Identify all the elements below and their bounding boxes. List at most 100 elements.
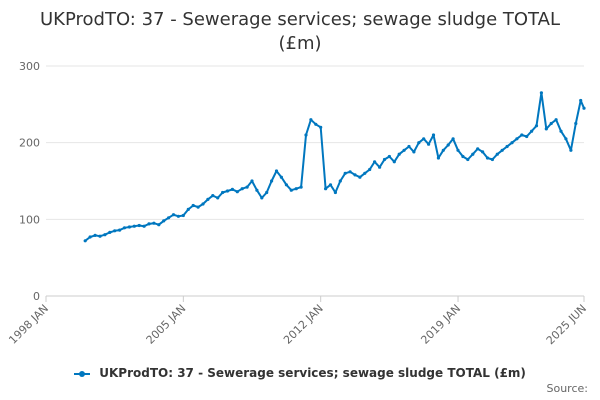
data-point xyxy=(309,118,313,122)
legend-line-marker-icon xyxy=(74,370,91,378)
data-point xyxy=(417,141,421,145)
data-point xyxy=(255,188,259,192)
chart-title: UKProdTO: 37 - Sewerage services; sewage… xyxy=(0,8,600,56)
data-point xyxy=(314,122,318,126)
chart-title-line-1: UKProdTO: 37 - Sewerage services; sewage… xyxy=(40,9,560,30)
data-point xyxy=(387,154,391,159)
data-point xyxy=(304,133,308,137)
data-point xyxy=(373,160,377,164)
data-point xyxy=(549,121,553,126)
data-point xyxy=(147,222,151,226)
data-point xyxy=(392,160,396,164)
data-point xyxy=(206,197,210,201)
data-point xyxy=(451,137,455,141)
y-tick-label: 300 xyxy=(19,60,40,73)
data-point xyxy=(157,223,161,227)
data-point xyxy=(127,225,131,229)
chart-title-line-2: (£m) xyxy=(278,33,322,54)
x-tick-label: 2005 JAN xyxy=(144,302,189,347)
data-point xyxy=(103,233,107,237)
data-point xyxy=(284,183,288,187)
data-point xyxy=(240,187,244,191)
y-tick-label: 0 xyxy=(33,290,40,303)
data-point xyxy=(235,190,239,194)
data-point xyxy=(544,127,548,131)
data-point xyxy=(113,229,117,233)
x-tick-label: 1998 JAN xyxy=(6,302,51,347)
data-point xyxy=(221,190,225,195)
data-point xyxy=(476,147,480,151)
data-point xyxy=(427,142,431,146)
data-point xyxy=(328,183,333,187)
data-point xyxy=(539,91,544,95)
data-point xyxy=(490,157,494,162)
data-point xyxy=(348,170,352,174)
data-point xyxy=(152,221,156,225)
data-point xyxy=(579,98,583,103)
data-point xyxy=(353,173,357,177)
data-point xyxy=(88,235,92,239)
data-point xyxy=(137,223,141,228)
data-point xyxy=(554,118,558,122)
data-point xyxy=(422,137,426,141)
data-point xyxy=(378,165,382,169)
data-point xyxy=(274,169,279,173)
data-point xyxy=(368,167,372,172)
data-point xyxy=(132,224,136,228)
data-point xyxy=(407,144,411,149)
data-point xyxy=(520,133,524,137)
data-point xyxy=(485,156,490,160)
data-point xyxy=(191,203,195,208)
data-point xyxy=(171,213,176,217)
data-point xyxy=(397,152,401,156)
data-point xyxy=(481,150,485,154)
data-point xyxy=(333,190,337,195)
data-point xyxy=(412,150,416,154)
data-point xyxy=(495,152,499,156)
legend-label: UKProdTO: 37 - Sewerage services; sewage… xyxy=(99,366,526,380)
data-point xyxy=(270,179,274,183)
data-point xyxy=(461,154,465,159)
data-point xyxy=(441,148,445,152)
data-point xyxy=(196,205,200,209)
data-point xyxy=(559,129,563,133)
y-tick-label: 100 xyxy=(19,213,40,226)
data-point xyxy=(466,157,470,162)
data-point xyxy=(83,239,87,243)
x-tick-label: 2025 JUN xyxy=(544,302,589,347)
data-point xyxy=(118,228,122,232)
data-point xyxy=(216,196,220,200)
legend[interactable]: UKProdTO: 37 - Sewerage services; sewage… xyxy=(0,366,600,380)
data-point xyxy=(162,219,166,223)
data-point xyxy=(93,233,97,237)
data-point xyxy=(279,175,283,179)
data-point xyxy=(530,129,534,133)
data-point xyxy=(564,137,568,141)
data-point xyxy=(515,137,519,141)
data-point xyxy=(338,179,342,183)
source-label: Source: xyxy=(546,382,589,395)
data-point xyxy=(343,171,347,175)
x-tick-label: 2019 JAN xyxy=(418,302,463,347)
data-point xyxy=(260,196,264,200)
data-point xyxy=(211,194,215,198)
data-point xyxy=(358,175,362,179)
data-point xyxy=(265,190,269,195)
data-point xyxy=(167,216,171,220)
data-point xyxy=(201,202,205,206)
x-tick-label: 2012 JAN xyxy=(281,302,326,347)
data-point xyxy=(294,187,298,191)
data-point xyxy=(402,148,406,152)
data-point xyxy=(186,207,190,211)
data-point xyxy=(534,124,539,128)
data-point xyxy=(436,156,440,160)
data-point xyxy=(225,189,230,193)
data-point xyxy=(319,125,323,129)
data-point xyxy=(431,133,436,137)
y-tick-label: 200 xyxy=(19,137,40,150)
data-point xyxy=(569,148,573,152)
data-point xyxy=(363,171,367,175)
data-point xyxy=(122,226,127,230)
data-point xyxy=(181,213,185,218)
